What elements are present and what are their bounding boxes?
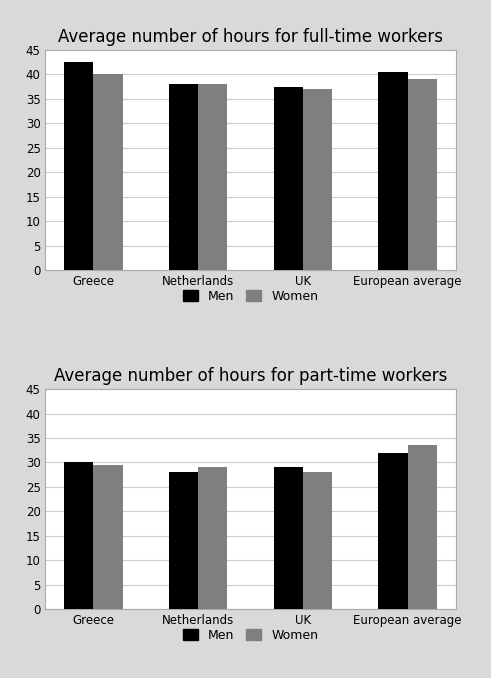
Title: Average number of hours for full-time workers: Average number of hours for full-time wo… [58,28,443,45]
Bar [198,84,227,270]
Bar [408,445,437,609]
Bar [64,462,93,609]
Bar [303,89,332,270]
Bar [273,87,303,270]
Legend: Men, Women: Men, Women [178,285,324,308]
Bar [303,473,332,609]
Bar [93,465,123,609]
Bar [169,473,198,609]
Bar [408,79,437,270]
Bar [93,75,123,270]
Legend: Men, Women: Men, Women [178,624,324,647]
Bar [378,453,408,609]
Bar [378,72,408,270]
Bar [273,467,303,609]
Title: Average number of hours for part-time workers: Average number of hours for part-time wo… [54,367,447,385]
Bar [64,62,93,270]
Bar [169,84,198,270]
Bar [198,467,227,609]
